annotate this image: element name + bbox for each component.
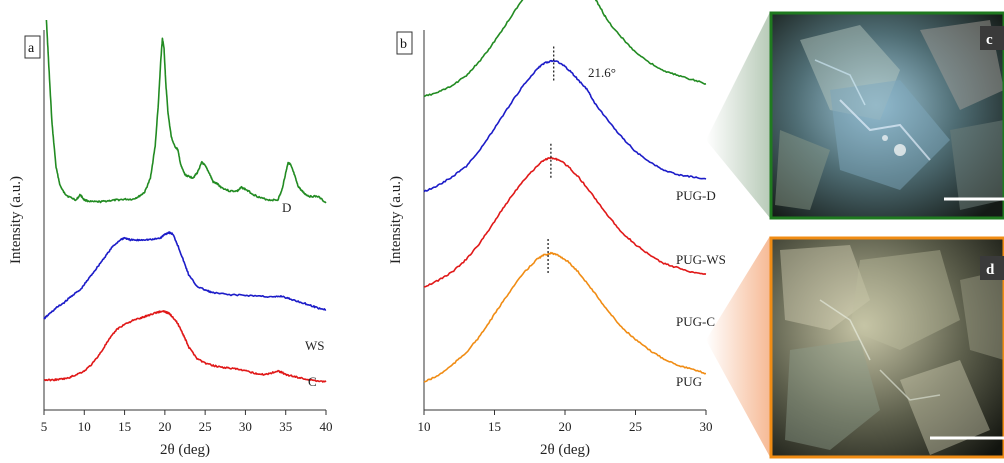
panel-a-label-ws: WS (305, 338, 325, 353)
panel-a-xtick-label: 35 (279, 419, 292, 434)
panel-b-series-pug (423, 251, 707, 383)
panel-b-series (423, 0, 707, 383)
panel-a: 5 10 15 20 25 30 35 40 a Intensity (a.u.) 2θ (d… (8, 19, 333, 458)
micrograph-c: c (769, 11, 1004, 220)
panel-a-ylabel: Intensity (a.u.) (8, 176, 24, 264)
panel-a-label-d: D (282, 200, 291, 215)
panel-b-ylabel: Intensity (a.u.) (388, 176, 404, 264)
panel-a-xlabel: 2θ (deg) (160, 442, 210, 458)
panel-b-letter-box (396, 31, 413, 55)
panel-a-letter-box (24, 35, 41, 59)
micrograph-d: d (769, 236, 1004, 459)
panel-b-ticks: 10 15 20 25 30 (418, 410, 713, 434)
panel-a-label-c: C (308, 374, 317, 389)
panel-b-label-pug: PUG (676, 374, 702, 389)
panel-a-xtick-label: 40 (320, 419, 333, 434)
panel-a-series-d (45, 19, 327, 204)
panel-b: 10 15 20 25 30 b Intensity (a.u.) 2θ (deg) 2… (388, 0, 726, 458)
panel-a-xtick-label: 15 (118, 419, 131, 434)
panel-b-label-pug-c: PUG-C (676, 314, 715, 329)
panel-b-xtick-label: 20 (559, 419, 572, 434)
panel-b-xtick-label: 10 (418, 419, 431, 434)
micrograph-c-connector (706, 12, 770, 218)
panel-a-letter: a (28, 41, 35, 56)
panel-b-series-pug-d (423, 0, 707, 98)
panel-a-xtick-label: 30 (239, 419, 252, 434)
micrograph-d-connector (706, 236, 770, 457)
panel-b-xlabel: 2θ (deg) (540, 442, 590, 458)
panel-b-label-pug-ws: PUG-WS (676, 252, 726, 267)
panel-a-xtick-label: 20 (158, 419, 171, 434)
panel-a-xtick-label: 10 (78, 419, 91, 434)
panel-a-xtick-label: 5 (41, 419, 48, 434)
panel-b-xtick-label: 25 (629, 419, 642, 434)
micrograph-d-letter-box (980, 256, 1004, 280)
panel-b-label-pug-d: PUG-D (676, 188, 716, 203)
panel-a-xtick-label: 25 (199, 419, 212, 434)
micrograph-c-letter: c (986, 32, 993, 48)
micrograph-c-letter-box (980, 26, 1004, 50)
panel-b-series-pug-ws (423, 59, 707, 193)
panel-a-series-ws (43, 231, 327, 320)
panel-a-ticks: 5 10 15 20 25 30 35 40 (41, 410, 333, 434)
panel-b-peak-markers (547, 46, 555, 273)
panel-b-series-pug-c (423, 156, 707, 288)
panel-b-annotation: 21.6° (588, 65, 616, 80)
panel-b-letter: b (400, 37, 407, 52)
panel-a-series (43, 19, 327, 383)
panel-b-xtick-label: 15 (488, 419, 501, 434)
micrograph-d-letter: d (986, 262, 995, 278)
panel-a-series-c (43, 310, 327, 383)
panel-b-xtick-label: 30 (700, 419, 713, 434)
